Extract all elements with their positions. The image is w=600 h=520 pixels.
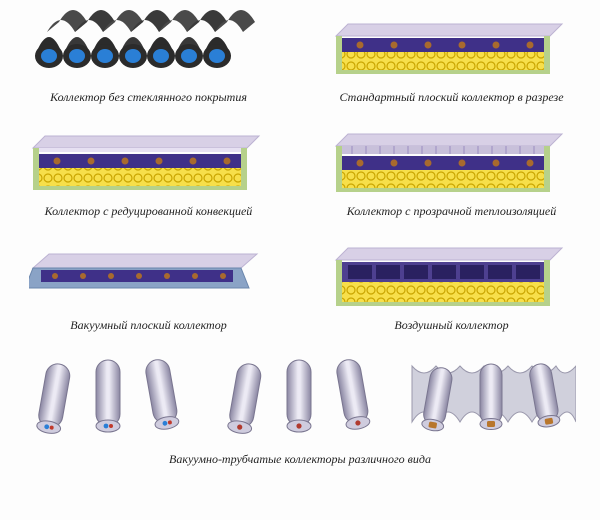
cell-reduced-convection: Коллектор с редуцированной конвекцией bbox=[14, 122, 283, 232]
collectors-grid: Коллектор без стеклянного покрытия bbox=[14, 8, 586, 346]
cell-vacuum-flat: Вакуумный плоский коллектор bbox=[14, 236, 283, 346]
illust-air bbox=[332, 236, 572, 316]
vt-group-1 bbox=[24, 356, 195, 446]
illust-vt3 bbox=[406, 356, 576, 446]
illust-reduced-convection bbox=[29, 122, 269, 202]
vacuum-tubes-row bbox=[14, 356, 586, 446]
illust-standard-flat bbox=[332, 8, 572, 88]
illust-vt1 bbox=[24, 356, 194, 446]
vt-group-3 bbox=[405, 356, 576, 446]
cell-air: Воздушный коллектор bbox=[317, 236, 586, 346]
cell-uncovered: Коллектор без стеклянного покрытия bbox=[14, 8, 283, 118]
vt-group-2 bbox=[215, 356, 386, 446]
illust-vt2 bbox=[215, 356, 385, 446]
caption-air: Воздушный коллектор bbox=[394, 318, 508, 346]
illust-uncovered bbox=[29, 8, 269, 88]
cell-standard-flat: Стандартный плоский коллектор в разрезе bbox=[317, 8, 586, 118]
caption-vacuum-flat: Вакуумный плоский коллектор bbox=[70, 318, 226, 346]
illust-transparent-insulation bbox=[332, 122, 572, 202]
illust-vacuum-flat bbox=[29, 236, 269, 316]
caption-standard-flat: Стандартный плоский коллектор в разрезе bbox=[339, 90, 563, 118]
caption-vacuum-tubes: Вакуумно-трубчатые коллекторы различного… bbox=[14, 452, 586, 467]
caption-reduced-convection: Коллектор с редуцированной конвекцией bbox=[45, 204, 253, 232]
caption-uncovered: Коллектор без стеклянного покрытия bbox=[50, 90, 247, 118]
cell-transparent-insulation: Коллектор с прозрачной теплоизоляцией bbox=[317, 122, 586, 232]
caption-transparent-insulation: Коллектор с прозрачной теплоизоляцией bbox=[347, 204, 557, 232]
